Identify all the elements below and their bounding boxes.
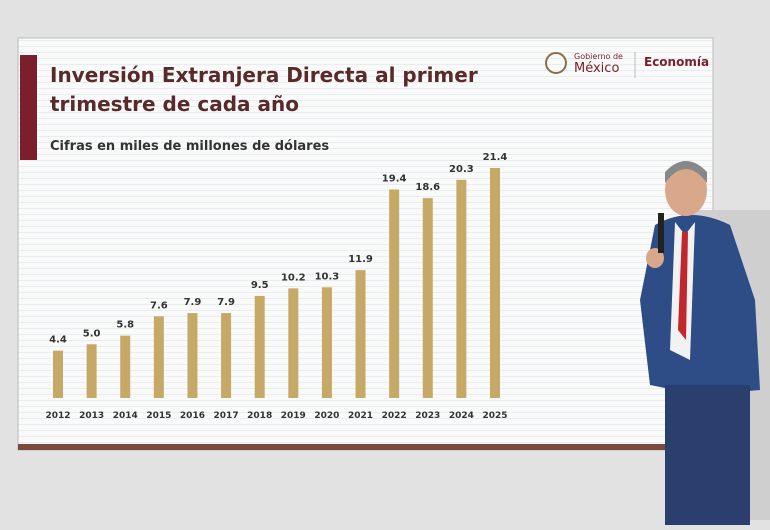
bar — [490, 168, 500, 398]
x-tick-label: 2023 — [415, 411, 440, 421]
bar — [86, 344, 97, 398]
chart: 4.4 2012 5.0 2013 5.8 2014 7.6 2015 7.9 2016 7.9 20… — [45, 152, 507, 421]
chart-subtitle: Cifras en miles de millones de dólares — [50, 139, 329, 154]
x-tick-label: 2025 — [482, 411, 507, 421]
bar — [288, 288, 299, 398]
x-tick-label: 2013 — [79, 411, 104, 421]
speaker — [640, 161, 770, 525]
x-tick-label: 2022 — [382, 411, 407, 421]
x-tick-label: 2017 — [214, 411, 239, 421]
value-label: 19.4 — [382, 173, 407, 184]
value-label: 11.9 — [348, 254, 373, 265]
bar — [254, 295, 265, 398]
value-label: 7.6 — [150, 300, 168, 311]
x-tick-label: 2012 — [45, 411, 70, 421]
microphone — [658, 213, 664, 253]
bar — [389, 189, 400, 398]
chart-title-1: Inversión Extranjera Directa al primer — [50, 63, 478, 87]
bar — [355, 270, 366, 398]
bar — [153, 316, 164, 398]
bar — [187, 313, 198, 398]
x-tick-label: 2015 — [146, 411, 171, 421]
trousers — [665, 385, 750, 525]
value-label: 10.3 — [315, 271, 340, 282]
hair — [665, 161, 707, 183]
x-tick-label: 2016 — [180, 411, 205, 421]
x-tick-label: 2024 — [449, 411, 474, 421]
logo-seal — [545, 52, 567, 74]
value-label: 5.8 — [116, 320, 134, 331]
x-tick-label: 2014 — [113, 411, 138, 421]
x-tick-label: 2019 — [281, 411, 306, 421]
bar — [321, 287, 332, 398]
value-label: 7.9 — [184, 297, 202, 308]
bar — [422, 198, 433, 398]
value-label: 5.0 — [83, 328, 101, 339]
x-tick-label: 2018 — [247, 411, 272, 421]
bar — [221, 313, 232, 398]
head — [665, 164, 707, 216]
value-label: 10.2 — [281, 272, 306, 283]
x-tick-label: 2020 — [314, 411, 339, 421]
logo-text: México — [574, 61, 619, 76]
tie — [678, 232, 688, 340]
x-tick-label: 2021 — [348, 411, 373, 421]
value-label: 4.4 — [49, 335, 67, 346]
value-label: 9.5 — [251, 280, 269, 291]
logo-text: Gobierno de — [574, 52, 623, 61]
bar — [53, 350, 63, 398]
value-label: 7.9 — [217, 297, 235, 308]
accent-bar — [20, 55, 37, 160]
chart-title-2: trimestre de cada año — [50, 92, 299, 116]
screen-edge — [18, 444, 670, 450]
value-label: 18.6 — [415, 182, 440, 193]
value-label: 20.3 — [449, 164, 474, 175]
bar — [120, 335, 131, 398]
value-label: 21.4 — [483, 152, 508, 163]
bar — [456, 179, 467, 398]
logo-text: Economía — [644, 55, 709, 69]
